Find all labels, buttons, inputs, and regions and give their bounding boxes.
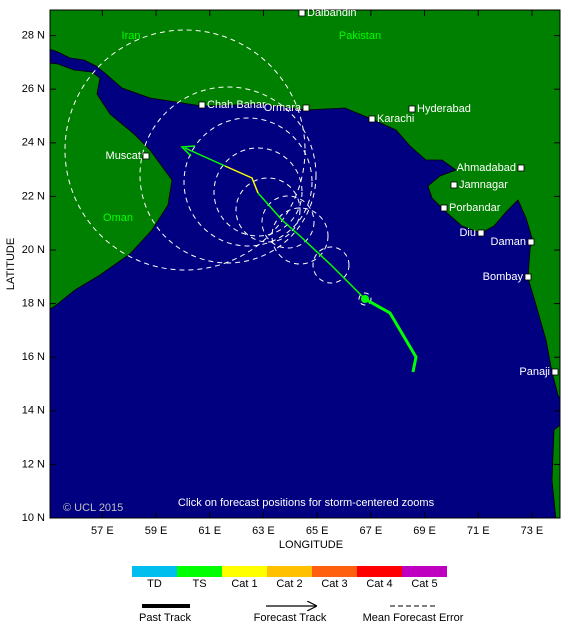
category-label: Cat 2 <box>276 578 302 590</box>
past-track <box>364 297 418 373</box>
city-marker <box>450 181 458 189</box>
x-tick-label: 61 E <box>198 525 221 537</box>
city-marker <box>440 204 448 212</box>
x-tick-label: 65 E <box>306 525 329 537</box>
y-tick-label: 28 N <box>22 30 45 42</box>
city-marker <box>517 164 525 172</box>
country-label: Iran <box>122 30 141 42</box>
land-north <box>50 10 560 401</box>
category-swatch <box>357 566 402 577</box>
error-circle <box>213 147 303 237</box>
land-coast-south <box>551 424 560 518</box>
category-swatch <box>402 566 447 577</box>
city-label: Chah Bahar <box>207 99 266 111</box>
city-marker <box>524 273 532 281</box>
city-label: Daman <box>491 236 526 248</box>
y-tick-label: 14 N <box>22 405 45 417</box>
y-tick-label: 16 N <box>22 351 45 363</box>
error-circle <box>235 177 301 243</box>
y-tick-label: 12 N <box>22 458 45 470</box>
legend-line-label: Past Track <box>139 612 191 624</box>
city-label: Ormara <box>264 102 302 114</box>
category-swatch <box>222 566 267 577</box>
city-label: Ahmadabad <box>457 162 516 174</box>
category-label: Cat 3 <box>321 578 347 590</box>
city-label: Karachi <box>377 113 414 125</box>
storm-position[interactable] <box>361 295 369 303</box>
error-circle <box>261 195 315 249</box>
category-label: TD <box>147 578 162 590</box>
error-circle <box>64 29 306 271</box>
y-tick-label: 24 N <box>22 137 45 149</box>
city-label: Bombay <box>483 271 524 283</box>
forecast-arrow <box>180 145 196 157</box>
country-label: Pakistan <box>339 30 381 42</box>
category-swatch <box>312 566 357 577</box>
category-label: Cat 4 <box>366 578 392 590</box>
copyright: © UCL 2015 <box>63 502 123 514</box>
city-label: Dalbandin <box>307 7 357 19</box>
x-tick-label: 59 E <box>145 525 168 537</box>
city-label: Hyderabad <box>417 103 471 115</box>
y-tick-label: 20 N <box>22 244 45 256</box>
city-label: Diu <box>459 227 476 239</box>
city-marker <box>368 115 376 123</box>
x-tick-label: 57 E <box>91 525 114 537</box>
category-swatch <box>177 566 222 577</box>
city-marker <box>527 238 535 246</box>
land <box>50 10 560 518</box>
x-tick-label: 71 E <box>467 525 490 537</box>
city-label: Jamnagar <box>459 179 508 191</box>
legend-line-label: Mean Forecast Error <box>363 612 464 624</box>
city-marker <box>142 152 150 160</box>
city-marker <box>408 105 416 113</box>
category-swatch <box>132 566 177 577</box>
error-circle <box>358 292 372 306</box>
city-marker <box>198 101 206 109</box>
category-swatch <box>267 566 312 577</box>
y-tick-label: 18 N <box>22 298 45 310</box>
forecast-track <box>257 192 366 300</box>
category-label: Cat 1 <box>231 578 257 590</box>
error-circle <box>271 207 329 265</box>
y-tick-label: 22 N <box>22 190 45 202</box>
city-marker <box>551 368 559 376</box>
x-axis-label: LONGITUDE <box>279 539 343 551</box>
error-circle <box>312 246 350 284</box>
category-label: Cat 5 <box>411 578 437 590</box>
city-label: Porbandar <box>449 202 501 214</box>
city-marker <box>298 9 306 17</box>
city-label: Panaji <box>519 366 550 378</box>
city-marker <box>477 229 485 237</box>
zoom-note: Click on forecast positions for storm-ce… <box>178 497 435 509</box>
x-tick-label: 67 E <box>360 525 383 537</box>
x-tick-label: 69 E <box>413 525 436 537</box>
x-tick-label: 73 E <box>521 525 544 537</box>
city-marker <box>302 104 310 112</box>
city-label: Muscat <box>106 150 141 162</box>
error-circles <box>64 29 372 306</box>
y-tick-label: 26 N <box>22 83 45 95</box>
y-tick-label: 10 N <box>22 512 45 524</box>
category-label: TS <box>192 578 206 590</box>
forecast-track <box>224 165 259 194</box>
forecast-track <box>184 147 226 167</box>
error-circle <box>139 86 317 264</box>
x-tick-label: 63 E <box>252 525 275 537</box>
y-axis-label: LATITUDE <box>5 238 17 290</box>
country-label: Oman <box>103 212 133 224</box>
error-circle <box>183 117 313 247</box>
land-arabia <box>50 62 173 310</box>
legend-line-label: Forecast Track <box>254 612 327 624</box>
